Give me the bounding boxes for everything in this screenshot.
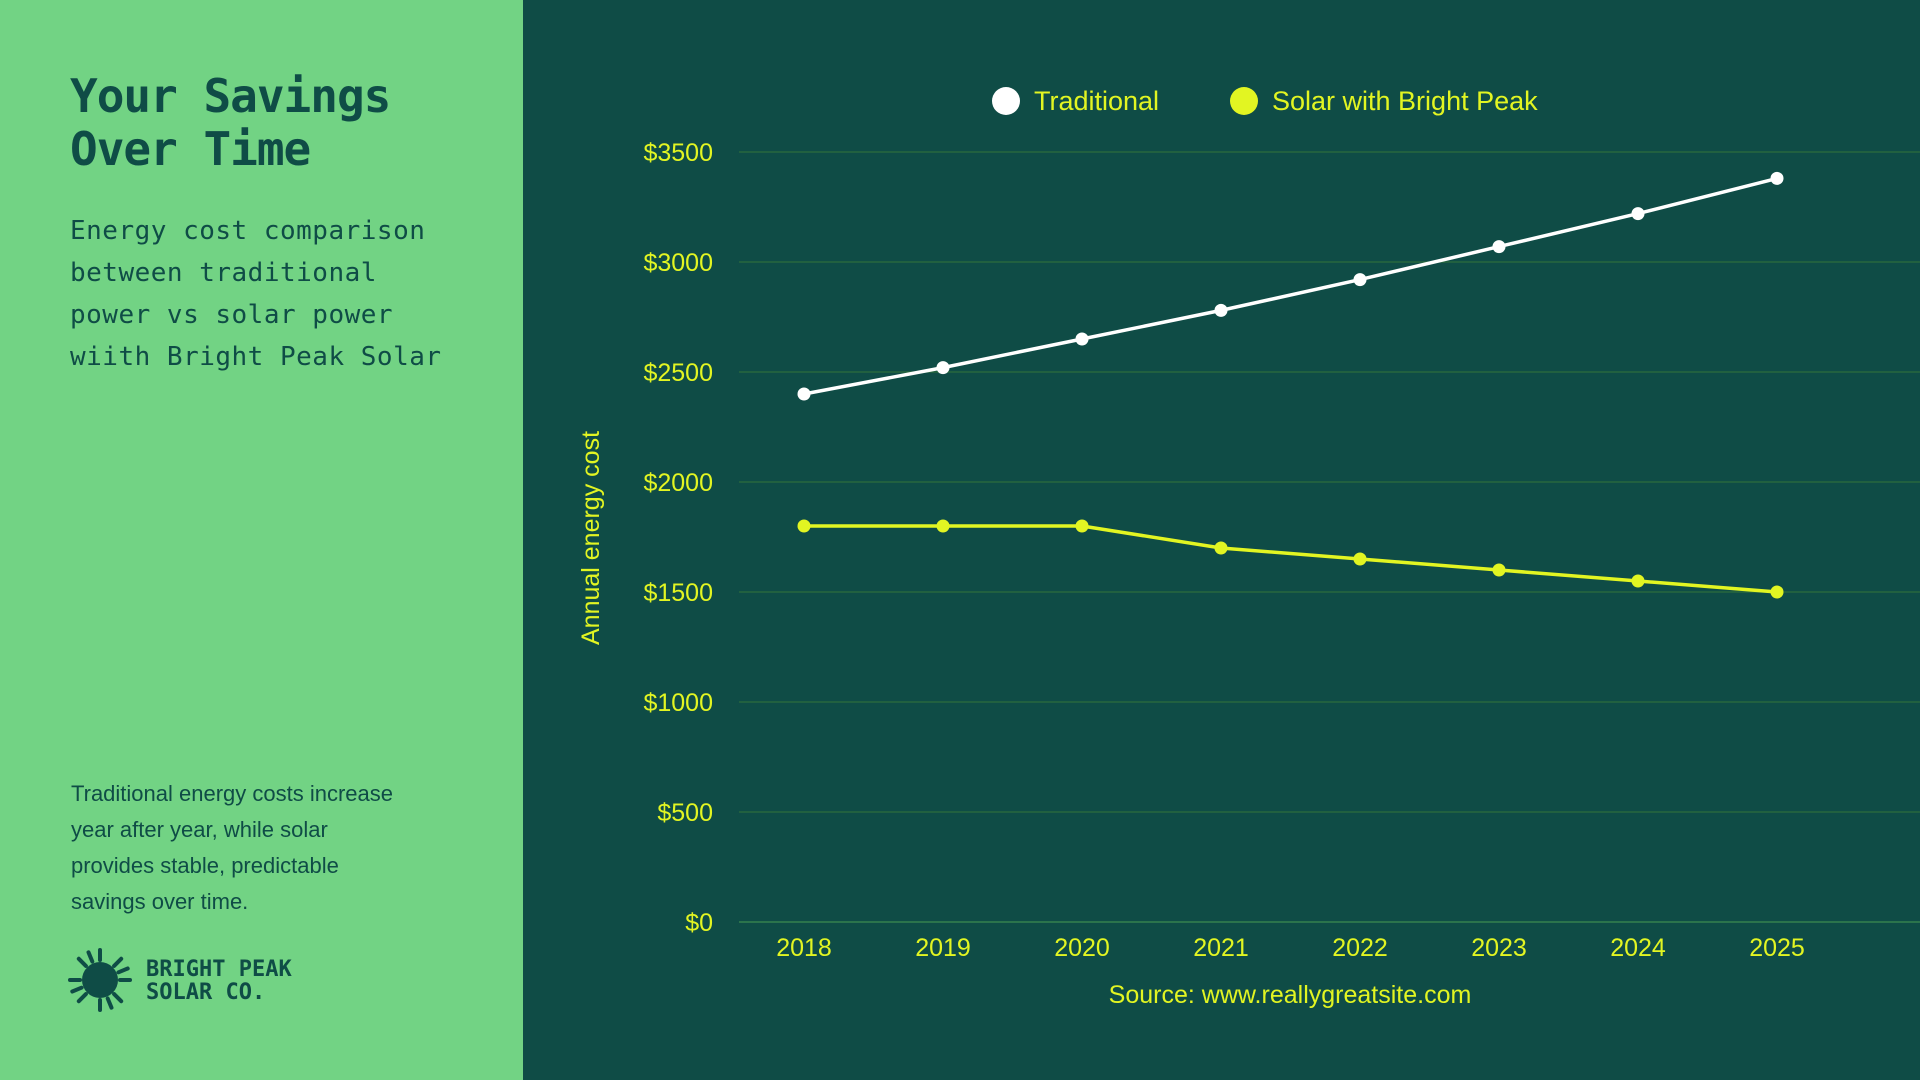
- y-tick-label: $500: [657, 799, 713, 827]
- x-tick-label: 2024: [1610, 934, 1666, 962]
- legend-solar-label: Solar with Bright Peak: [1272, 86, 1538, 116]
- x-tick-label: 2019: [915, 934, 971, 962]
- solar-data-point: [1631, 574, 1645, 588]
- brand-name: BRIGHT PEAK SOLAR CO.: [146, 958, 366, 1004]
- legend-traditional-label: Traditional: [1034, 86, 1159, 116]
- subtitle-line: between traditional: [70, 258, 377, 288]
- line-chart: $0 $500 $1000 $1500 $2000 $2500 $3000 $3500 201…: [577, 86, 1920, 1009]
- traditional-data-point: [1631, 207, 1645, 221]
- solar-data-point: [1492, 563, 1506, 577]
- legend-traditional-marker: [992, 87, 1020, 115]
- traditional-data-point: [1492, 240, 1506, 254]
- subtitle-line: wiith Bright Peak Solar: [70, 342, 442, 372]
- traditional-data-point: [1075, 332, 1089, 346]
- x-tick-label: 2022: [1332, 934, 1388, 962]
- traditional-data-point: [1353, 273, 1367, 287]
- y-tick-label: $0: [685, 909, 713, 937]
- x-tick-label: 2018: [776, 934, 832, 962]
- solar-data-point: [1214, 541, 1228, 555]
- traditional-data-point: [936, 361, 950, 375]
- x-tick-label: 2020: [1054, 934, 1110, 962]
- y-tick-label: $3500: [643, 139, 713, 167]
- x-tick-label: 2023: [1471, 934, 1527, 962]
- note-line: savings over time.: [71, 889, 249, 914]
- sun-logo-icon: [68, 948, 132, 1012]
- sidebar-panel: Your Savings Over Time Energy cost compa…: [0, 0, 523, 1080]
- solar-series-line: [802, 524, 1779, 594]
- source-note: Source: www.reallygreatsite.com: [1109, 981, 1472, 1009]
- brand-line-2: SOLAR CO.: [146, 980, 266, 1005]
- solar-data-point: [1075, 519, 1089, 533]
- y-tick-label: $1500: [643, 579, 713, 607]
- x-tick-label: 2025: [1749, 934, 1805, 962]
- explanation-note: Traditional energy costs increase year a…: [71, 776, 461, 920]
- title-line-1: Your Savings: [70, 69, 391, 123]
- subtitle: Energy cost comparison between tradition…: [70, 210, 480, 378]
- note-line: year after year, while solar: [71, 817, 328, 842]
- solar-data-point: [936, 519, 950, 533]
- subtitle-line: Energy cost comparison: [70, 216, 426, 246]
- note-line: provides stable, predictable: [71, 853, 339, 878]
- traditional-series-line: [802, 176, 1779, 396]
- y-tick-label: $2000: [643, 469, 713, 497]
- title-line-2: Over Time: [70, 122, 311, 176]
- brand-line-1: BRIGHT PEAK: [146, 957, 292, 982]
- y-tick-label: $1000: [643, 689, 713, 717]
- y-tick-label: $2500: [643, 359, 713, 387]
- solar-data-point: [1770, 585, 1784, 599]
- note-line: Traditional energy costs increase: [71, 781, 394, 806]
- solar-data-point: [1353, 552, 1367, 566]
- y-axis-label: Annual energy cost: [577, 431, 605, 645]
- traditional-data-point: [1770, 171, 1784, 185]
- traditional-data-point: [1214, 303, 1228, 317]
- solar-data-point: [797, 519, 811, 533]
- page-title: Your Savings Over Time: [70, 70, 500, 176]
- x-tick-label: 2021: [1193, 934, 1249, 962]
- legend-solar-marker: [1230, 87, 1258, 115]
- y-tick-label: $3000: [643, 249, 713, 277]
- subtitle-line: power vs solar power: [70, 300, 394, 330]
- traditional-data-point: [797, 387, 811, 401]
